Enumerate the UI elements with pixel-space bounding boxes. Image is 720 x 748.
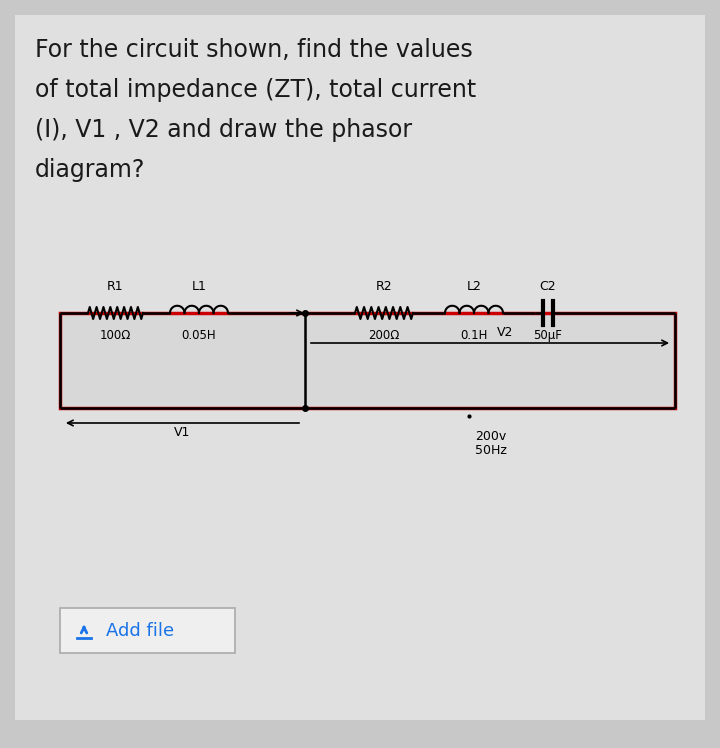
Text: 100Ω: 100Ω (100, 329, 131, 342)
Text: V2: V2 (497, 326, 513, 339)
Bar (60, 313, 675, 408)
Text: 0.05H: 0.05H (181, 329, 216, 342)
Text: 50μF: 50μF (534, 329, 562, 342)
Text: L2: L2 (467, 280, 482, 293)
Text: R1: R1 (107, 280, 124, 293)
Text: (I), V1 , V2 and draw the phasor: (I), V1 , V2 and draw the phasor (35, 118, 412, 142)
Text: For the circuit shown, find the values: For the circuit shown, find the values (35, 38, 473, 62)
Text: C2: C2 (540, 280, 557, 293)
Text: 0.1H: 0.1H (460, 329, 487, 342)
Text: of total impedance (ZT), total current: of total impedance (ZT), total current (35, 78, 476, 102)
Text: 50Hz: 50Hz (475, 444, 507, 457)
Text: V1: V1 (174, 426, 191, 439)
Bar (60, 608, 235, 653)
Text: Add file: Add file (106, 622, 174, 640)
Text: 200Ω: 200Ω (369, 329, 400, 342)
Text: 200v: 200v (475, 430, 506, 443)
Text: L1: L1 (192, 280, 207, 293)
Text: diagram?: diagram? (35, 158, 145, 182)
Text: R2: R2 (376, 280, 392, 293)
